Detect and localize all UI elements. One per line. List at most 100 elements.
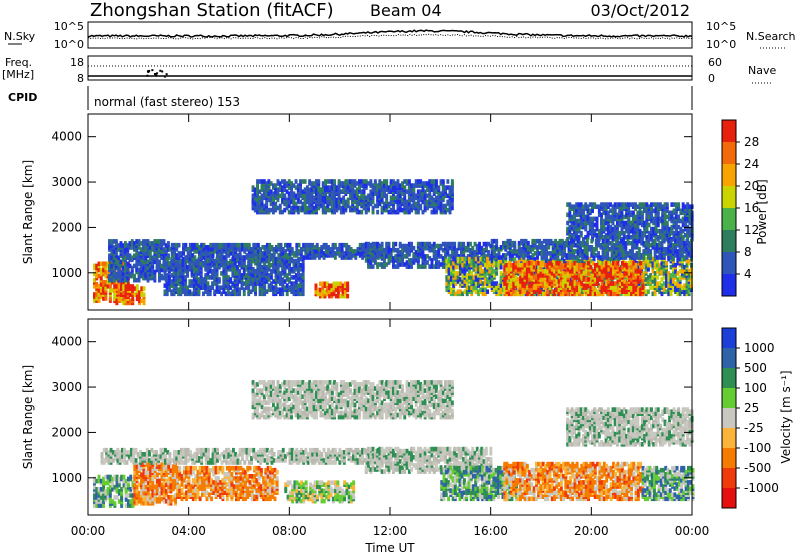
data-cell <box>412 187 415 192</box>
data-cell <box>578 287 581 292</box>
freq-right-tick-bottom: 0 <box>708 72 715 85</box>
data-cell <box>598 261 601 266</box>
beam-title: Beam 04 <box>370 1 442 20</box>
data-cell <box>265 202 268 207</box>
data-cell <box>442 179 445 184</box>
data-cell <box>469 242 472 247</box>
data-cell <box>426 260 429 265</box>
data-cell <box>158 260 161 265</box>
data-cell <box>369 179 372 184</box>
data-cell <box>163 239 166 244</box>
data-cell <box>403 196 406 201</box>
data-cell <box>256 183 259 188</box>
data-cell <box>397 179 400 184</box>
data-cell <box>446 250 449 255</box>
data-cell <box>470 271 473 276</box>
data-cell <box>115 251 118 256</box>
data-cell <box>133 274 136 279</box>
data-cell <box>279 204 282 209</box>
data-cell <box>298 243 301 248</box>
data-cell <box>464 257 467 262</box>
data-cell <box>254 287 257 292</box>
data-cell <box>372 264 375 269</box>
data-cell <box>374 258 377 263</box>
nave-dropout <box>166 73 168 75</box>
data-cell <box>229 277 232 282</box>
data-cell <box>453 242 456 247</box>
freq-trace <box>88 66 692 78</box>
data-cell <box>109 296 112 301</box>
cpid-label: CPID <box>8 91 37 104</box>
data-cell <box>617 261 620 266</box>
data-cell <box>428 191 431 196</box>
data-cell <box>385 194 388 199</box>
data-cell <box>589 265 592 270</box>
data-cell <box>374 179 377 184</box>
data-cell <box>100 276 103 281</box>
data-cell <box>225 271 228 276</box>
data-cell <box>280 243 283 248</box>
data-cell <box>238 269 241 274</box>
data-cell <box>304 179 307 184</box>
data-cell <box>281 292 284 297</box>
data-cell <box>283 194 286 199</box>
data-cell <box>451 202 454 207</box>
data-cell <box>113 292 116 297</box>
data-cell <box>471 246 474 251</box>
station-title: Zhongshan Station (fitACF) <box>90 0 334 21</box>
data-cell <box>341 247 344 252</box>
data-cell <box>131 297 134 302</box>
data-cell <box>178 243 181 248</box>
data-cell <box>533 265 536 270</box>
date-title: 03/Oct/2012 <box>590 1 690 20</box>
data-cell <box>437 185 440 190</box>
data-cell <box>641 283 644 288</box>
data-cell <box>243 292 246 297</box>
data-cell <box>419 204 422 209</box>
data-cell <box>184 243 187 248</box>
freq-left-tick-top: 18 <box>70 56 84 69</box>
data-cell <box>546 289 549 294</box>
data-cell <box>115 239 118 244</box>
noise-trace <box>88 30 692 39</box>
data-cell <box>289 243 292 248</box>
data-cell <box>209 292 212 297</box>
data-cell <box>381 242 384 247</box>
data-cell <box>302 292 305 297</box>
data-cell <box>641 273 644 278</box>
data-cell <box>263 285 266 290</box>
data-cell <box>647 289 650 294</box>
data-cell <box>410 242 413 247</box>
data-cell <box>118 297 121 302</box>
nave-dropout <box>161 70 163 72</box>
data-cell <box>487 250 490 255</box>
data-cell <box>482 257 485 262</box>
noise-right-tick-bottom: 10^0 <box>706 38 736 51</box>
data-cell <box>388 242 391 247</box>
data-cell <box>639 269 642 274</box>
data-cell <box>239 251 242 256</box>
data-cell <box>587 277 590 282</box>
data-cell <box>656 275 659 280</box>
data-cell <box>412 246 415 251</box>
noise-sky-line <box>88 30 692 37</box>
data-cell <box>448 257 451 262</box>
data-cell <box>665 261 668 266</box>
data-cell <box>167 241 170 246</box>
data-cell <box>390 252 393 257</box>
cpid-text: normal (fast stereo) 153 <box>94 95 240 109</box>
data-cell <box>166 292 169 297</box>
data-cell <box>317 179 320 184</box>
data-cell <box>495 271 498 276</box>
data-cell <box>315 284 318 289</box>
data-cell <box>500 265 503 270</box>
data-cell <box>334 243 337 248</box>
data-cell <box>291 247 294 252</box>
data-cell <box>143 292 146 297</box>
data-cell <box>567 292 570 297</box>
nsearch-label: N.Search <box>746 30 796 43</box>
data-cell <box>342 196 345 201</box>
data-cell <box>153 276 156 281</box>
data-cell <box>451 206 454 211</box>
